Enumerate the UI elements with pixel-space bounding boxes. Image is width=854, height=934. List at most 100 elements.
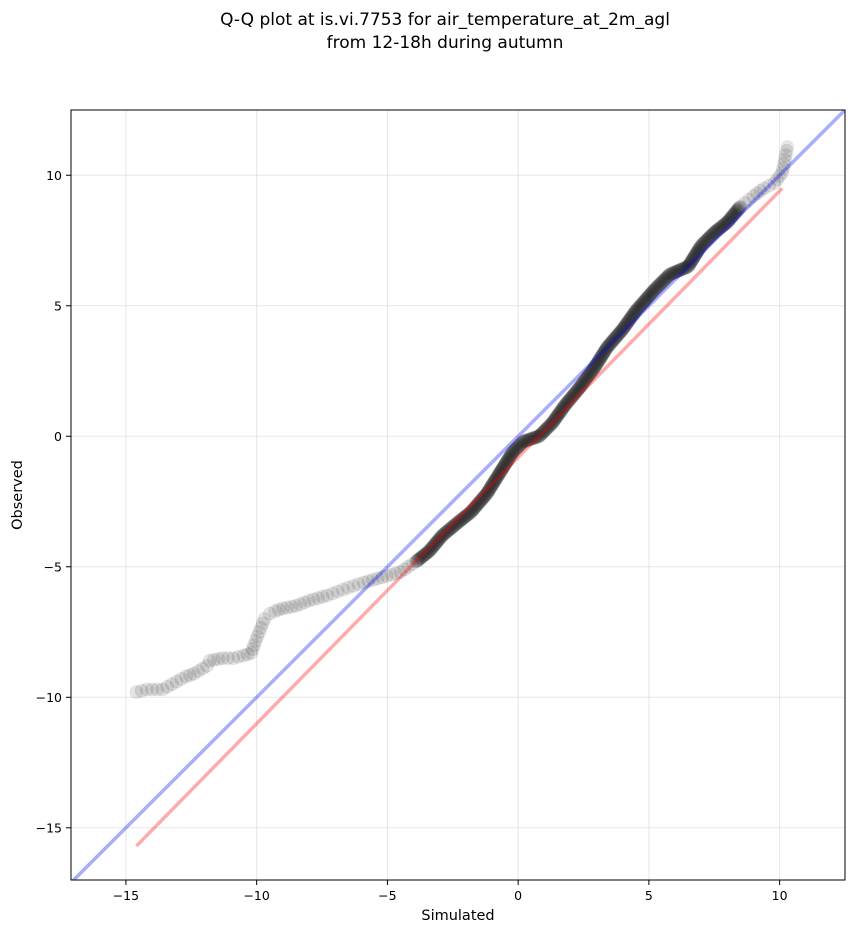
qq-point (708, 224, 723, 239)
qq-point (388, 566, 403, 581)
qq-point (482, 482, 497, 497)
y-tick-label: −15 (36, 820, 62, 835)
qq-point (602, 337, 617, 352)
qq-point (643, 287, 658, 302)
qq-point (669, 264, 684, 279)
reference-lines (71, 110, 845, 880)
qq-point (533, 427, 548, 442)
qq-point (642, 288, 657, 303)
qq-point (505, 444, 520, 459)
qq-point (247, 638, 262, 653)
qq-point (492, 465, 507, 480)
qq-point (550, 408, 565, 423)
qq-point (617, 319, 632, 334)
qq-point (255, 616, 270, 631)
qq-point (601, 338, 616, 353)
qq-point (568, 385, 583, 400)
qq-point (471, 496, 486, 511)
qq-point (534, 426, 549, 441)
qq-point (628, 304, 643, 319)
qq-point (577, 373, 592, 388)
qq-point (150, 682, 165, 697)
qq-point (546, 414, 561, 429)
qq-point (510, 440, 525, 455)
qq-point (670, 264, 685, 279)
qq-point (681, 258, 696, 273)
qq-point (656, 273, 671, 288)
qq-point (666, 266, 681, 281)
qq-point (709, 224, 724, 239)
qq-point (574, 378, 589, 393)
qq-point (502, 449, 517, 464)
qq-point (195, 661, 210, 676)
qq-point (630, 302, 645, 317)
title-line-2: from 12-18h during autumn (327, 33, 564, 53)
qq-point (714, 219, 729, 234)
qq-point (445, 520, 460, 535)
qq-point (571, 381, 586, 396)
qq-point (661, 269, 676, 284)
qq-point (526, 431, 541, 446)
qq-point (451, 515, 465, 530)
qq-point (695, 236, 710, 251)
qq-point (425, 540, 440, 555)
y-axis-label: Observed (10, 460, 26, 530)
qq-point (683, 255, 698, 270)
qq-point (517, 434, 532, 449)
qq-point (440, 523, 455, 538)
qq-point (778, 148, 793, 163)
qq-point (456, 510, 471, 525)
qq-point (413, 550, 428, 565)
qq-point (429, 535, 444, 550)
qq-point (671, 263, 686, 278)
qq-point (614, 324, 629, 339)
qq-point (492, 466, 507, 481)
qq-point (489, 471, 504, 486)
qq-point (626, 307, 641, 322)
qq-point (591, 353, 606, 368)
qq-point (618, 318, 633, 333)
qq-point (775, 165, 790, 180)
x-tick-label: −5 (378, 888, 396, 903)
qq-point (415, 549, 430, 564)
qq-point (681, 259, 696, 274)
qq-point (414, 550, 429, 565)
qq-point (689, 245, 704, 260)
qq-point (576, 375, 591, 390)
qq-point (651, 278, 666, 293)
qq-point (370, 571, 385, 586)
qq-points (129, 140, 794, 700)
qq-point (416, 548, 431, 563)
qq-point (412, 551, 427, 566)
qq-point (501, 451, 516, 466)
qq-point (505, 445, 520, 460)
qq-point (697, 235, 712, 250)
qq-point (452, 513, 467, 528)
qq-point (215, 651, 230, 666)
qq-point (549, 409, 564, 424)
qq-point (488, 472, 503, 487)
qq-point (426, 539, 441, 554)
qq-point (202, 653, 217, 668)
qq-point (610, 328, 625, 343)
qq-point (693, 239, 708, 254)
qq-point (155, 682, 170, 697)
qq-point (483, 480, 498, 495)
qq-point (566, 387, 581, 402)
qq-point (564, 390, 579, 405)
qq-point (552, 406, 567, 421)
qq-point (254, 620, 269, 635)
qq-point (590, 356, 605, 371)
qq-point (475, 491, 490, 506)
qq-point (667, 265, 682, 280)
qq-point (643, 286, 658, 301)
qq-point (512, 437, 527, 452)
qq-point (489, 470, 504, 485)
qq-point (648, 281, 663, 296)
qq-point (631, 300, 646, 315)
qq-point (160, 679, 175, 694)
qq-point (582, 367, 597, 382)
qq-point (717, 217, 732, 232)
qq-point (663, 266, 678, 281)
qq-point (552, 405, 567, 420)
